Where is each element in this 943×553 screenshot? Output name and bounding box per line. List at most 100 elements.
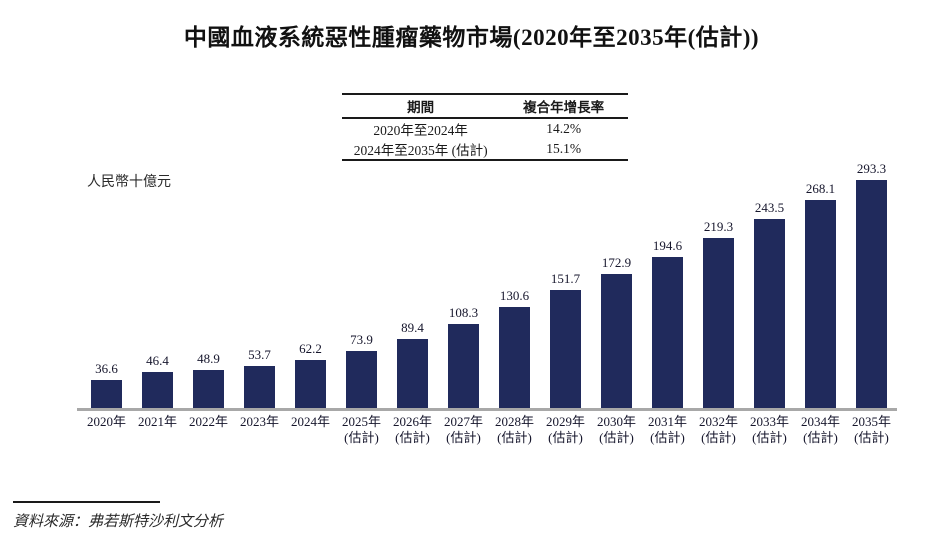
x-tick-label: 2028年 (估計)	[489, 414, 540, 446]
bar-value-label: 130.6	[499, 287, 530, 303]
bar	[550, 290, 581, 408]
cagr-period-cell: 2024年至2035年 (估計)	[353, 143, 488, 158]
table-row: 2024年至2035年 (估計) 15.1%	[342, 139, 628, 159]
page-title: 中國血液系統惡性腫瘤藥物市場(2020年至2035年(估計))	[183, 25, 760, 50]
bar-value-label: 172.9	[601, 254, 632, 270]
tick-year: 2033年	[749, 414, 789, 429]
y-axis-unit-label: 人民幣十億元	[87, 175, 171, 190]
tick-note: (估計)	[344, 430, 379, 445]
x-tick-label: 2030年 (估計)	[591, 414, 642, 446]
bar	[448, 323, 479, 408]
x-tick-label: 2024年	[285, 414, 336, 446]
bar	[346, 350, 377, 408]
bar-value-label: 293.3	[856, 161, 887, 176]
bar-value-label: 46.4	[146, 352, 169, 368]
bar-value-label: 89.4	[401, 319, 424, 335]
bar	[601, 273, 632, 408]
x-tick-label: 2025年 (估計)	[336, 414, 387, 446]
cagr-table-header-period: 期間	[407, 100, 435, 115]
bar	[703, 237, 734, 408]
bar-column: 268.1	[795, 181, 846, 408]
cagr-table: 期間 複合年增長率 2020年至2024年 14.2% 2024年至2035年 …	[342, 93, 628, 161]
x-tick-label: 2032年 (估計)	[693, 414, 744, 446]
tick-year: 2034年	[800, 414, 840, 429]
x-axis-ticks: 2020年 2021年 2022年 2023年 2024年 2025年 (估計)…	[81, 414, 897, 446]
tick-note: (估計)	[497, 430, 532, 445]
x-tick-label: 2027年 (估計)	[438, 414, 489, 446]
tick-year: 2029年	[545, 414, 585, 429]
bar	[193, 370, 224, 408]
bar-column: 73.9	[336, 332, 387, 408]
x-tick-label: 2022年	[183, 414, 234, 446]
bar-column: 130.6	[489, 287, 540, 408]
bar-value-label: 73.9	[350, 331, 373, 347]
tick-note: (估計)	[701, 430, 736, 445]
bar	[91, 379, 122, 408]
x-tick-label: 2023年	[234, 414, 285, 446]
bar-column: 62.2	[285, 341, 336, 408]
bar-column: 293.3	[846, 161, 897, 408]
bar-column: 194.6	[642, 238, 693, 408]
tick-year: 2025年	[341, 414, 381, 429]
source-divider-line	[13, 501, 160, 503]
bar-value-label: 53.7	[248, 347, 271, 363]
bar	[397, 338, 428, 408]
tick-note: (估計)	[599, 430, 634, 445]
tick-year: 2028年	[494, 414, 534, 429]
tick-year: 2023年	[239, 414, 279, 429]
x-tick-label: 2020年	[81, 414, 132, 446]
tick-year: 2030年	[596, 414, 636, 429]
x-tick-label: 2035年 (估計)	[846, 414, 897, 446]
x-axis-line	[77, 408, 897, 411]
bar-value-label: 151.7	[550, 271, 581, 287]
tick-year: 2024年	[290, 414, 330, 429]
x-tick-label: 2029年 (估計)	[540, 414, 591, 446]
bar-column: 108.3	[438, 305, 489, 408]
bar-column: 89.4	[387, 319, 438, 408]
tick-note: (估計)	[854, 430, 889, 445]
bar	[499, 306, 530, 408]
cagr-value-cell: 15.1%	[546, 141, 582, 156]
bar-value-label: 36.6	[95, 360, 118, 376]
bar-column: 46.4	[132, 353, 183, 408]
x-tick-label: 2026年 (估計)	[387, 414, 438, 446]
bar-column: 243.5	[744, 200, 795, 408]
bar-column: 172.9	[591, 255, 642, 408]
tick-note: (估計)	[395, 430, 430, 445]
x-tick-label: 2031年 (估計)	[642, 414, 693, 446]
source-note: 資料來源：弗若斯特沙利文分析	[13, 514, 224, 530]
cagr-table-header-cagr: 複合年增長率	[523, 100, 605, 115]
bar-column: 219.3	[693, 218, 744, 408]
bar-value-label: 62.2	[299, 340, 322, 356]
bar-column: 151.7	[540, 271, 591, 408]
tick-year: 2021年	[137, 414, 177, 429]
tick-note: (估計)	[752, 430, 787, 445]
cagr-table-header-row: 期間 複合年增長率	[342, 95, 628, 119]
bar	[142, 371, 173, 408]
bar	[754, 218, 785, 408]
bar	[244, 366, 275, 408]
tick-year: 2026年	[392, 414, 432, 429]
bar	[805, 199, 836, 408]
bar-value-label: 194.6	[652, 237, 683, 253]
bar	[856, 180, 887, 408]
bar	[295, 359, 326, 408]
x-tick-label: 2021年	[132, 414, 183, 446]
bar-value-label: 48.9	[197, 351, 220, 366]
bar-value-label: 219.3	[703, 218, 734, 234]
tick-year: 2035年	[851, 414, 891, 429]
tick-note: (估計)	[446, 430, 481, 445]
bar-value-label: 108.3	[448, 304, 479, 320]
cagr-value-cell: 14.2%	[546, 121, 582, 136]
cagr-period-cell: 2020年至2024年	[373, 123, 468, 138]
tick-note: (估計)	[803, 430, 838, 445]
bar-column: 48.9	[183, 351, 234, 408]
plot-area: 36.6 46.4 48.9 53.7 62.2 73.9 89.4 108.3…	[81, 160, 897, 408]
table-row: 2020年至2024年 14.2%	[342, 119, 628, 139]
tick-year: 2022年	[188, 414, 228, 429]
tick-year: 2032年	[698, 414, 738, 429]
bar	[652, 256, 683, 408]
tick-note: (估計)	[548, 430, 583, 445]
bar-column: 36.6	[81, 360, 132, 408]
tick-year: 2027年	[443, 414, 483, 429]
